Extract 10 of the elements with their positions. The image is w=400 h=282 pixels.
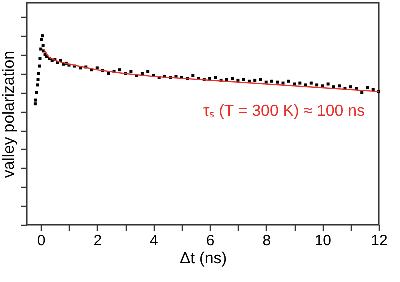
x-tick-label: 12	[371, 232, 388, 250]
x-tick-label: 4	[150, 232, 158, 250]
x-tick-label: 2	[94, 232, 102, 250]
x-tick-label: 10	[314, 232, 332, 250]
x-tick-label: 6	[206, 232, 215, 250]
x-axis-title: Δt (ns)	[180, 250, 228, 268]
y-axis-title: valley polarization	[0, 50, 18, 178]
annotation: τₛ (T = 300 K) ≈ 100 ns	[203, 103, 365, 120]
x-tick-label: 0	[37, 232, 46, 250]
x-tick-label: 8	[262, 232, 272, 250]
